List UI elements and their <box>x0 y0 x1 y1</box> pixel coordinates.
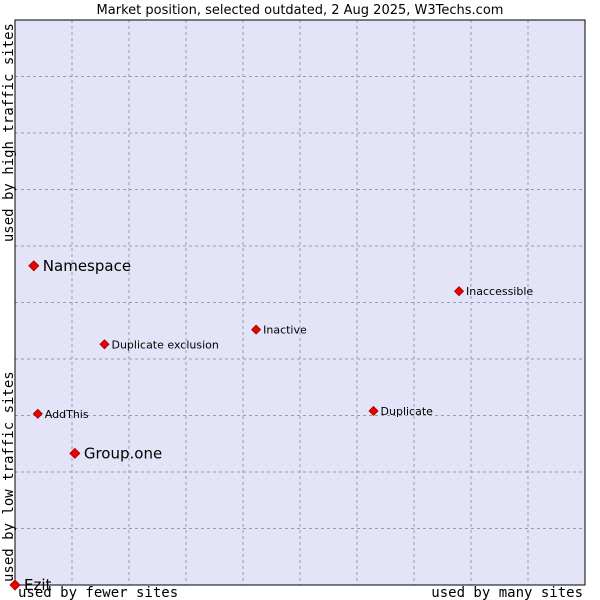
data-point-label: Group.one <box>84 444 162 462</box>
x-axis-high-label: used by many sites <box>431 585 583 600</box>
data-point-marker <box>28 260 40 272</box>
plot-frame <box>14 19 586 586</box>
data-point-label: AddThis <box>45 408 89 421</box>
data-point-label: Namespace <box>43 257 131 275</box>
data-point-label: Duplicate <box>381 405 434 418</box>
chart-title: Market position, selected outdated, 2 Au… <box>97 3 504 18</box>
data-point-label: Inactive <box>263 324 307 337</box>
data-points: Namespace Inaccessible Inactive Duplicate e… <box>9 257 533 594</box>
y-axis-low-label: used by low traffic sites <box>1 371 17 582</box>
data-point-label: Duplicate exclusion <box>111 338 218 351</box>
data-point-marker <box>69 447 81 459</box>
data-point-label: Ezit <box>24 576 52 594</box>
data-point-marker <box>453 286 465 297</box>
data-point-marker <box>368 405 379 417</box>
data-point-marker <box>251 324 262 335</box>
data-point-marker <box>9 579 21 591</box>
x-axis-low-label: used by fewer sites <box>18 585 178 600</box>
data-point-marker <box>32 408 43 419</box>
grid-lines <box>15 20 585 585</box>
y-axis-high-label: used by high traffic sites <box>1 23 17 242</box>
data-point-label: Inaccessible <box>466 285 533 298</box>
data-point-marker <box>99 339 110 350</box>
